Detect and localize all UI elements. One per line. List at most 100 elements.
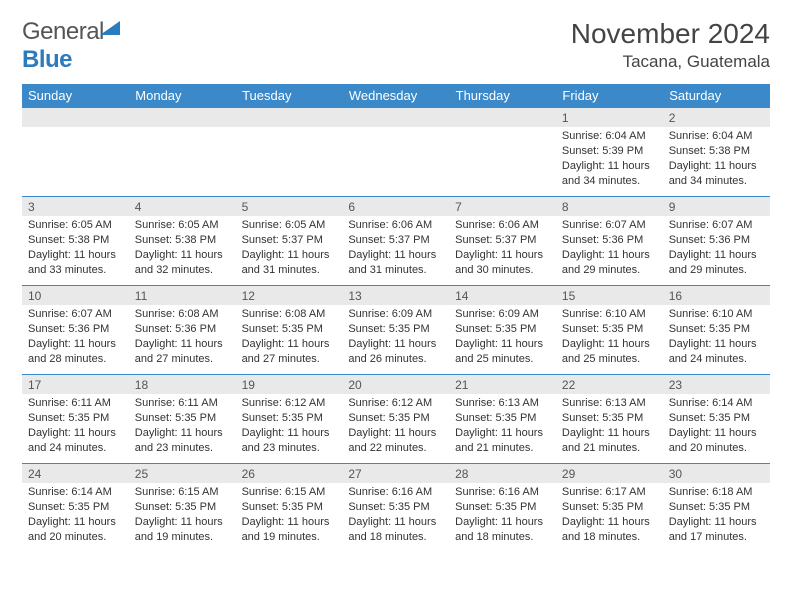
day-number: 29 — [556, 464, 663, 483]
day-number: 20 — [342, 375, 449, 394]
day-line: Sunrise: 6:04 AM — [669, 129, 764, 144]
day-line: Daylight: 11 hours — [28, 337, 123, 352]
day-cell: 29Sunrise: 6:17 AMSunset: 5:35 PMDayligh… — [556, 464, 663, 553]
day-line: and 31 minutes. — [242, 263, 337, 278]
day-line: Sunrise: 6:17 AM — [562, 485, 657, 500]
day-line: Sunrise: 6:09 AM — [455, 307, 550, 322]
day-line: Daylight: 11 hours — [348, 337, 443, 352]
day-number: 22 — [556, 375, 663, 394]
day-line: Sunset: 5:35 PM — [28, 411, 123, 426]
day-line: Sunset: 5:35 PM — [348, 500, 443, 515]
day-number: 28 — [449, 464, 556, 483]
day-number: 19 — [236, 375, 343, 394]
day-line: Sunrise: 6:07 AM — [669, 218, 764, 233]
day-line: Sunrise: 6:14 AM — [28, 485, 123, 500]
day-line: Daylight: 11 hours — [242, 248, 337, 263]
day-cell: 26Sunrise: 6:15 AMSunset: 5:35 PMDayligh… — [236, 464, 343, 553]
day-line: and 34 minutes. — [562, 174, 657, 189]
day-line: Daylight: 11 hours — [669, 515, 764, 530]
day-body: Sunrise: 6:10 AMSunset: 5:35 PMDaylight:… — [663, 305, 770, 370]
day-body: Sunrise: 6:12 AMSunset: 5:35 PMDaylight:… — [236, 394, 343, 459]
day-body: Sunrise: 6:14 AMSunset: 5:35 PMDaylight:… — [22, 483, 129, 548]
day-line: Daylight: 11 hours — [28, 515, 123, 530]
brand-part2: Blue — [22, 46, 72, 73]
day-number — [129, 108, 236, 127]
day-line: Sunset: 5:35 PM — [562, 322, 657, 337]
day-body: Sunrise: 6:18 AMSunset: 5:35 PMDaylight:… — [663, 483, 770, 548]
brand-part1: General — [22, 18, 104, 45]
day-line: Sunrise: 6:11 AM — [135, 396, 230, 411]
day-cell: 12Sunrise: 6:08 AMSunset: 5:35 PMDayligh… — [236, 286, 343, 375]
day-number: 8 — [556, 197, 663, 216]
day-number: 27 — [342, 464, 449, 483]
day-line: Sunset: 5:35 PM — [562, 411, 657, 426]
day-line: Sunset: 5:38 PM — [669, 144, 764, 159]
day-body: Sunrise: 6:06 AMSunset: 5:37 PMDaylight:… — [449, 216, 556, 281]
day-line: Daylight: 11 hours — [135, 515, 230, 530]
day-line: Sunrise: 6:05 AM — [135, 218, 230, 233]
day-cell: 30Sunrise: 6:18 AMSunset: 5:35 PMDayligh… — [663, 464, 770, 553]
day-line: and 30 minutes. — [455, 263, 550, 278]
day-line: Daylight: 11 hours — [135, 337, 230, 352]
day-line: Sunrise: 6:06 AM — [455, 218, 550, 233]
day-line: Sunset: 5:35 PM — [348, 411, 443, 426]
day-line: Daylight: 11 hours — [135, 426, 230, 441]
day-line: Sunrise: 6:12 AM — [348, 396, 443, 411]
week-row: 17Sunrise: 6:11 AMSunset: 5:35 PMDayligh… — [22, 375, 770, 464]
day-line: Sunrise: 6:18 AM — [669, 485, 764, 500]
day-cell: 1Sunrise: 6:04 AMSunset: 5:39 PMDaylight… — [556, 108, 663, 197]
day-cell: 16Sunrise: 6:10 AMSunset: 5:35 PMDayligh… — [663, 286, 770, 375]
day-body: Sunrise: 6:15 AMSunset: 5:35 PMDaylight:… — [236, 483, 343, 548]
day-body: Sunrise: 6:10 AMSunset: 5:35 PMDaylight:… — [556, 305, 663, 370]
day-cell: 17Sunrise: 6:11 AMSunset: 5:35 PMDayligh… — [22, 375, 129, 464]
brand-text: GeneralBlue — [22, 18, 120, 74]
day-line: Daylight: 11 hours — [348, 426, 443, 441]
day-line: Sunset: 5:35 PM — [455, 411, 550, 426]
day-body: Sunrise: 6:16 AMSunset: 5:35 PMDaylight:… — [342, 483, 449, 548]
day-line: Daylight: 11 hours — [669, 159, 764, 174]
day-body: Sunrise: 6:13 AMSunset: 5:35 PMDaylight:… — [449, 394, 556, 459]
day-line: and 28 minutes. — [28, 352, 123, 367]
day-body: Sunrise: 6:16 AMSunset: 5:35 PMDaylight:… — [449, 483, 556, 548]
day-line: Sunrise: 6:07 AM — [28, 307, 123, 322]
day-body — [449, 127, 556, 133]
day-line: Sunset: 5:39 PM — [562, 144, 657, 159]
day-line: Sunset: 5:38 PM — [135, 233, 230, 248]
day-body: Sunrise: 6:11 AMSunset: 5:35 PMDaylight:… — [129, 394, 236, 459]
day-line: Daylight: 11 hours — [28, 426, 123, 441]
day-cell: 24Sunrise: 6:14 AMSunset: 5:35 PMDayligh… — [22, 464, 129, 553]
day-number: 16 — [663, 286, 770, 305]
day-line: Sunset: 5:35 PM — [669, 322, 764, 337]
day-line: Sunset: 5:36 PM — [28, 322, 123, 337]
day-line: and 26 minutes. — [348, 352, 443, 367]
day-cell: 10Sunrise: 6:07 AMSunset: 5:36 PMDayligh… — [22, 286, 129, 375]
day-line: and 25 minutes. — [562, 352, 657, 367]
day-cell: 18Sunrise: 6:11 AMSunset: 5:35 PMDayligh… — [129, 375, 236, 464]
week-row: 3Sunrise: 6:05 AMSunset: 5:38 PMDaylight… — [22, 197, 770, 286]
day-number: 5 — [236, 197, 343, 216]
day-line: Sunrise: 6:13 AM — [455, 396, 550, 411]
day-cell: 14Sunrise: 6:09 AMSunset: 5:35 PMDayligh… — [449, 286, 556, 375]
day-body: Sunrise: 6:05 AMSunset: 5:38 PMDaylight:… — [129, 216, 236, 281]
day-body: Sunrise: 6:12 AMSunset: 5:35 PMDaylight:… — [342, 394, 449, 459]
day-number: 24 — [22, 464, 129, 483]
day-line: Daylight: 11 hours — [28, 248, 123, 263]
brand-triangle-icon — [100, 19, 120, 39]
day-line: Sunrise: 6:07 AM — [562, 218, 657, 233]
day-number: 12 — [236, 286, 343, 305]
day-line: Sunset: 5:36 PM — [562, 233, 657, 248]
day-line: Daylight: 11 hours — [562, 248, 657, 263]
day-line: and 27 minutes. — [135, 352, 230, 367]
day-body: Sunrise: 6:14 AMSunset: 5:35 PMDaylight:… — [663, 394, 770, 459]
day-line: Sunrise: 6:04 AM — [562, 129, 657, 144]
day-body: Sunrise: 6:07 AMSunset: 5:36 PMDaylight:… — [22, 305, 129, 370]
day-body: Sunrise: 6:05 AMSunset: 5:37 PMDaylight:… — [236, 216, 343, 281]
day-number — [449, 108, 556, 127]
day-line: and 34 minutes. — [669, 174, 764, 189]
week-row: 24Sunrise: 6:14 AMSunset: 5:35 PMDayligh… — [22, 464, 770, 553]
day-line: and 32 minutes. — [135, 263, 230, 278]
day-body: Sunrise: 6:05 AMSunset: 5:38 PMDaylight:… — [22, 216, 129, 281]
day-cell: 3Sunrise: 6:05 AMSunset: 5:38 PMDaylight… — [22, 197, 129, 286]
week-row: 1Sunrise: 6:04 AMSunset: 5:39 PMDaylight… — [22, 108, 770, 197]
title-block: November 2024 Tacana, Guatemala — [571, 18, 770, 72]
